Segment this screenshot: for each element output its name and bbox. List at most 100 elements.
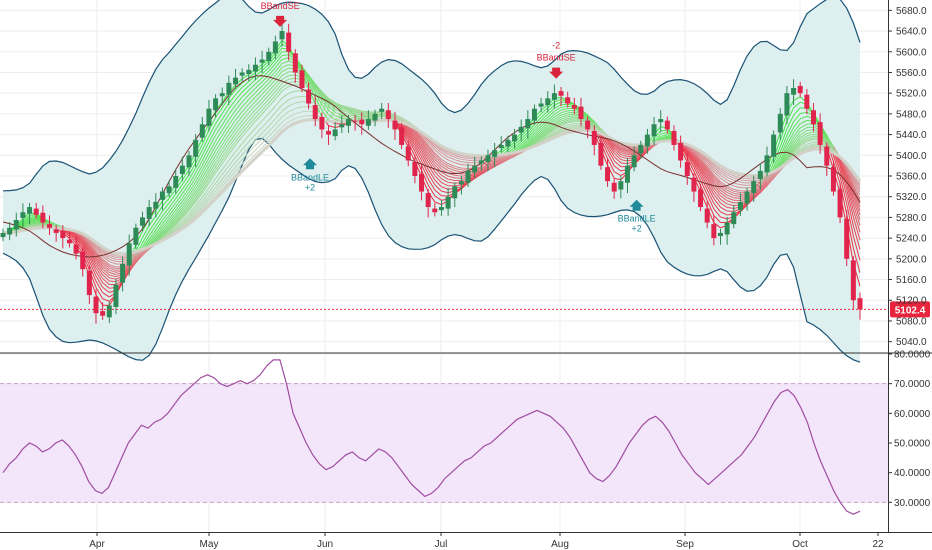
ma-ribbon-segment <box>514 143 522 151</box>
ma-ribbon-segment <box>441 190 449 194</box>
ma-ribbon-segment <box>547 121 555 128</box>
ma-ribbon-segment <box>713 175 721 184</box>
ma-ribbon-segment <box>447 163 455 167</box>
ma-ribbon-segment <box>799 139 808 145</box>
ma-ribbon-segment <box>288 90 296 94</box>
ma-ribbon-segment <box>142 225 150 238</box>
candle-body <box>279 31 285 40</box>
ma-ribbon-segment <box>554 129 562 134</box>
ma-ribbon-segment <box>268 94 276 104</box>
ma-ribbon-segment <box>713 203 721 213</box>
ma-ribbon-segment <box>255 85 263 93</box>
ma-ribbon-segment <box>434 146 442 154</box>
candle-body <box>857 298 863 310</box>
ma-ribbon-segment <box>248 83 256 91</box>
price-tick-label: 5600.0 <box>896 47 927 58</box>
ma-ribbon-segment <box>235 96 243 106</box>
ma-ribbon-segment <box>434 179 442 188</box>
ma-ribbon-segment <box>414 135 422 146</box>
candle-body <box>737 201 743 211</box>
candle-body <box>66 239 72 244</box>
candle-body <box>684 162 690 176</box>
ma-ribbon-segment <box>786 145 794 157</box>
ma-ribbon-segment <box>235 149 243 158</box>
ma-ribbon-segment <box>706 160 715 168</box>
ma-ribbon-segment <box>481 168 489 172</box>
ma-ribbon-segment <box>248 92 256 100</box>
ma-ribbon-segment <box>288 118 296 123</box>
ma-ribbon-segment <box>69 231 77 238</box>
ma-ribbon-segment <box>182 218 190 225</box>
ma-ribbon-segment <box>155 223 163 234</box>
ma-ribbon-segment <box>713 174 721 182</box>
ma-ribbon-segment <box>321 95 329 101</box>
ma-ribbon-segment <box>102 248 110 254</box>
ma-ribbon-segment <box>474 173 482 177</box>
ma-ribbon-segment <box>799 145 808 151</box>
ma-ribbon-segment <box>201 198 210 207</box>
ma-ribbon-segment <box>235 163 243 172</box>
ma-ribbon-segment <box>182 213 190 221</box>
ma-ribbon-segment <box>693 146 702 153</box>
ma-ribbon-segment <box>501 155 509 158</box>
ma-ribbon-segment <box>221 183 230 193</box>
ma-ribbon-segment <box>792 152 802 160</box>
ma-ribbon-segment <box>102 256 110 262</box>
ma-ribbon-segment <box>175 209 183 219</box>
ma-ribbon-segment <box>574 126 582 129</box>
ma-ribbon-segment <box>799 147 808 152</box>
ma-ribbon-segment <box>793 96 801 101</box>
ma-ribbon-segment <box>527 124 535 133</box>
ma-ribbon-segment <box>148 232 157 243</box>
ma-ribbon-segment <box>155 239 164 246</box>
ma-ribbon-segment <box>29 217 37 220</box>
ma-ribbon-segment <box>766 175 774 180</box>
price-tick-label: 5640.0 <box>896 27 927 38</box>
ma-ribbon-segment <box>235 132 243 142</box>
ma-ribbon-segment <box>182 215 190 224</box>
ma-ribbon-segment <box>852 177 861 190</box>
ma-ribbon-segment <box>261 113 270 122</box>
ma-ribbon-segment <box>215 163 223 174</box>
ma-ribbon-segment <box>88 252 97 265</box>
ma-ribbon-segment <box>215 188 223 197</box>
ma-ribbon-segment <box>135 251 143 255</box>
ma-ribbon-segment <box>201 173 210 186</box>
candle-body <box>724 222 730 235</box>
ma-ribbon-segment <box>434 184 442 192</box>
ma-ribbon-segment <box>335 115 342 117</box>
ma-ribbon-segment <box>354 109 362 112</box>
ma-ribbon-segment <box>228 141 236 152</box>
ma-ribbon-segment <box>102 260 110 267</box>
ma-ribbon-segment <box>407 134 416 146</box>
ma-ribbon-segment <box>613 143 622 149</box>
ma-ribbon-segment <box>261 125 270 134</box>
ma-ribbon-segment <box>208 182 216 193</box>
ma-ribbon-segment <box>613 141 622 148</box>
ma-ribbon-segment <box>414 134 422 144</box>
ma-ribbon-segment <box>806 135 814 139</box>
oscillator-panel[interactable] <box>0 359 888 515</box>
ma-ribbon-segment <box>255 106 263 115</box>
ma-ribbon-segment <box>281 121 289 128</box>
ma-ribbon-segment <box>713 187 721 197</box>
ma-ribbon-segment <box>162 202 170 212</box>
ma-ribbon-segment <box>467 156 475 159</box>
ma-ribbon-segment <box>168 193 177 204</box>
candle-body <box>206 108 212 126</box>
candle-body <box>86 270 92 296</box>
ma-ribbon-segment <box>693 153 701 163</box>
ma-ribbon-segment <box>454 167 462 171</box>
ma-ribbon-segment <box>208 135 217 148</box>
ma-ribbon-segment <box>527 134 535 143</box>
candle-body <box>166 186 172 194</box>
ma-ribbon-segment <box>208 190 216 200</box>
ma-ribbon-segment <box>487 163 495 167</box>
ma-ribbon-segment <box>221 124 230 136</box>
ma-ribbon-segment <box>773 156 781 171</box>
ma-ribbon-segment <box>720 177 728 184</box>
ma-ribbon-segment <box>461 155 469 158</box>
ma-ribbon-segment <box>215 156 223 168</box>
